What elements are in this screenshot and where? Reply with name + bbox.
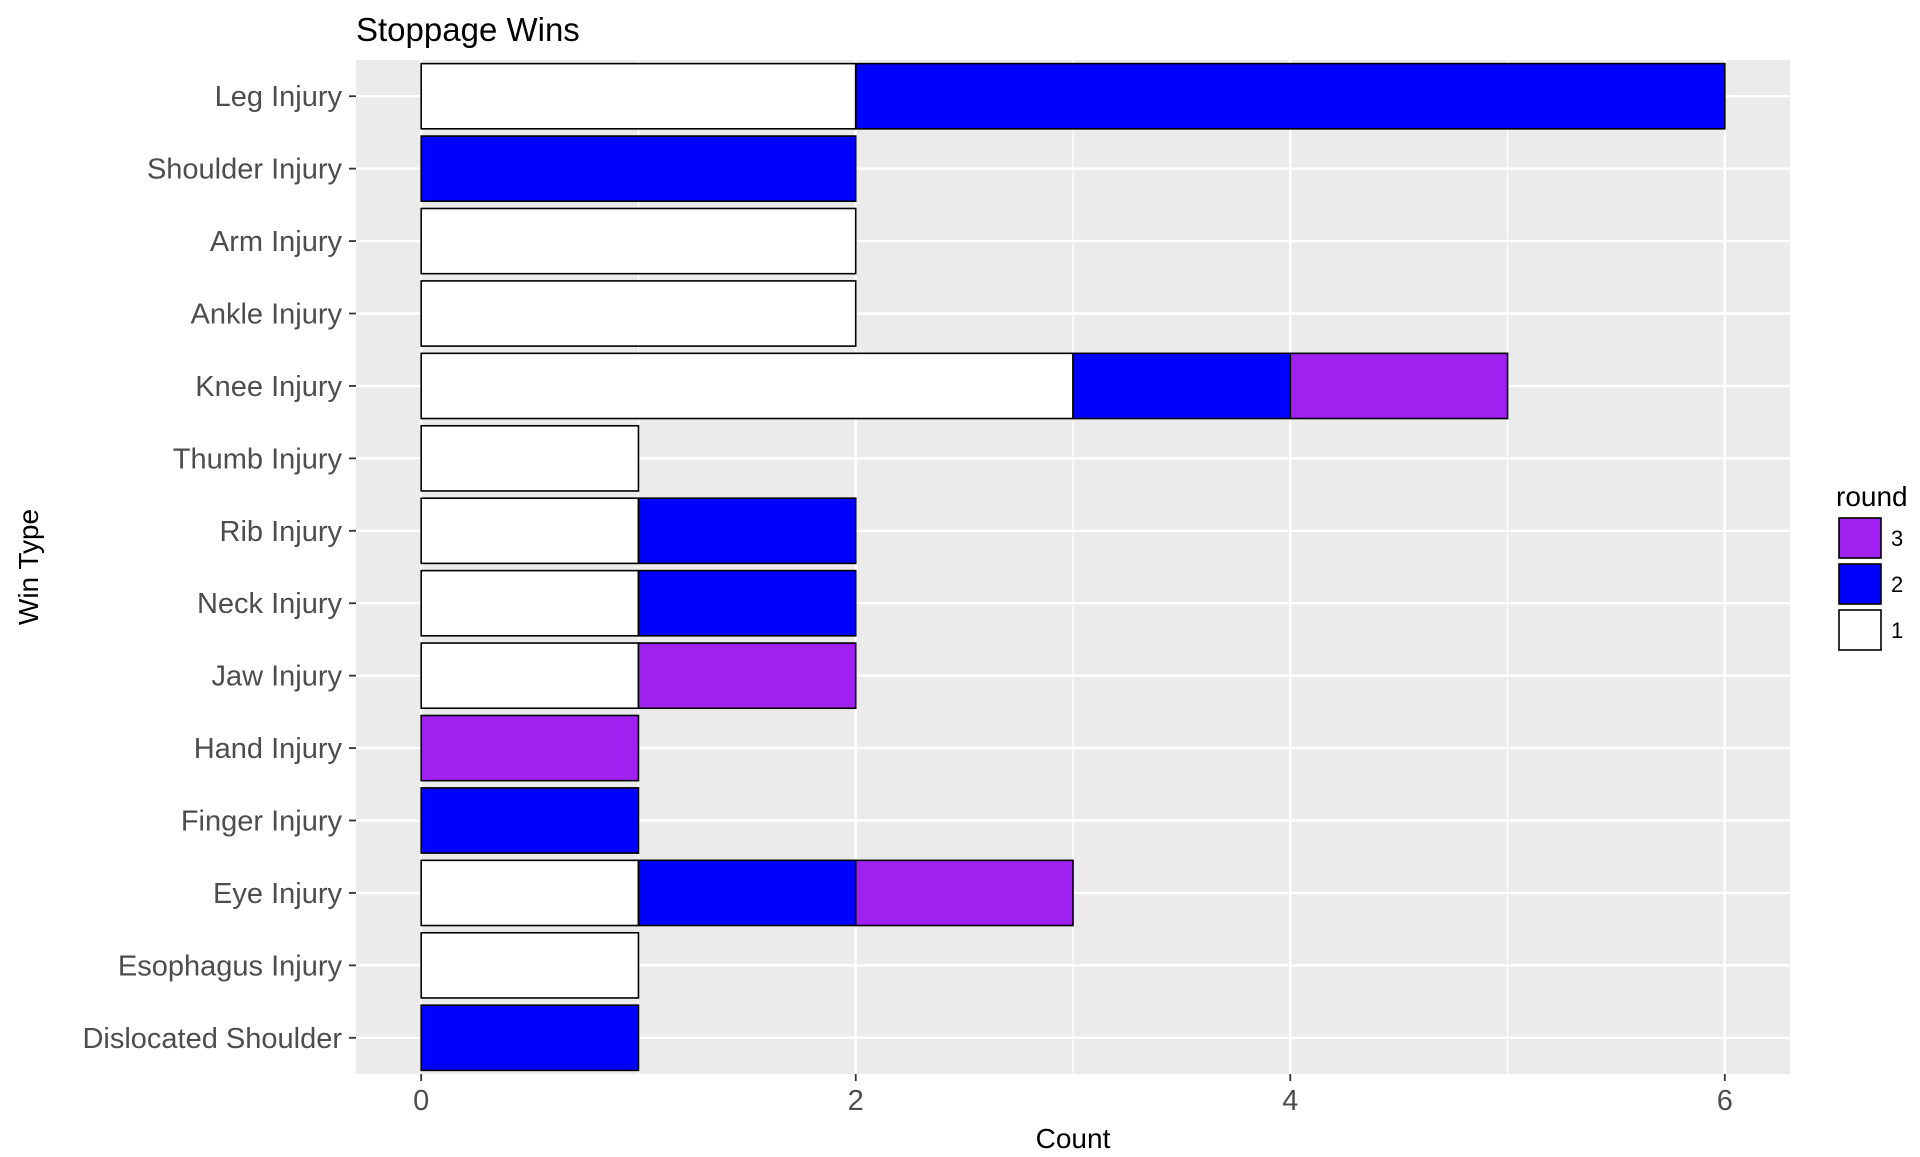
x-tick-label: 6 (1717, 1085, 1733, 1117)
legend-title: round (1836, 481, 1908, 512)
bar-segment (420, 62, 857, 130)
bar-segment (854, 62, 1726, 130)
bar-segment (420, 1004, 640, 1072)
bar-segment (420, 931, 640, 999)
x-axis-title: Count (1036, 1123, 1111, 1152)
legend: round 3 2 1 (1836, 481, 1908, 651)
bar-segment (637, 642, 857, 710)
bar-segment (420, 207, 857, 275)
bar-segment (420, 424, 640, 492)
legend-label: 1 (1891, 618, 1903, 643)
y-tick-label: Esophagus Injury (118, 950, 343, 982)
bar-segment (1072, 352, 1292, 420)
y-tick-label: Dislocated Shoulder (82, 1023, 342, 1055)
bar-segment (420, 497, 640, 565)
y-axis-title: Win Type (13, 509, 44, 625)
bar-segment (637, 497, 857, 565)
bar-segment (420, 135, 857, 203)
y-tick-label: Finger Injury (181, 806, 343, 838)
legend-key (1838, 517, 1882, 559)
legend-key (1838, 563, 1882, 605)
bar-segment (1289, 352, 1509, 420)
y-tick-label: Neck Injury (197, 588, 343, 620)
bar-segment (420, 714, 640, 782)
bar-segment (420, 352, 1074, 420)
x-tick-label: 4 (1282, 1085, 1298, 1117)
chart-title: Stoppage Wins (356, 11, 580, 48)
bar-segment (854, 859, 1074, 927)
y-tick-label: Ankle Injury (190, 299, 342, 331)
bar-segment (637, 569, 857, 637)
legend-label: 3 (1891, 526, 1903, 551)
y-tick-label: Knee Injury (195, 371, 342, 403)
y-axis: Leg Injury Shoulder Injury Arm Injury Ankle… (82, 81, 356, 1055)
legend-items: 3 2 1 (1838, 517, 1903, 651)
y-tick-label: Rib Injury (220, 516, 343, 548)
bar-segment (420, 642, 640, 710)
y-tick-label: Eye Injury (213, 878, 342, 910)
x-tick-label: 0 (413, 1085, 429, 1117)
bar-segment (420, 787, 640, 854)
bar-segment (420, 280, 857, 347)
bars (420, 62, 1726, 1072)
x-axis: 0 2 4 6 (413, 1074, 1733, 1117)
y-tick-label: Thumb Injury (173, 443, 343, 475)
bar-segment (637, 859, 857, 927)
y-tick-label: Arm Injury (210, 226, 343, 258)
bar-segment (420, 859, 640, 927)
legend-key (1838, 609, 1882, 651)
legend-label: 2 (1891, 572, 1903, 597)
y-tick-label: Hand Injury (194, 733, 343, 765)
y-tick-label: Jaw Injury (211, 661, 342, 693)
y-tick-label: Leg Injury (215, 81, 343, 113)
y-tick-label: Shoulder Injury (147, 154, 343, 186)
bar-segment (420, 569, 640, 637)
x-tick-label: 2 (848, 1085, 864, 1117)
